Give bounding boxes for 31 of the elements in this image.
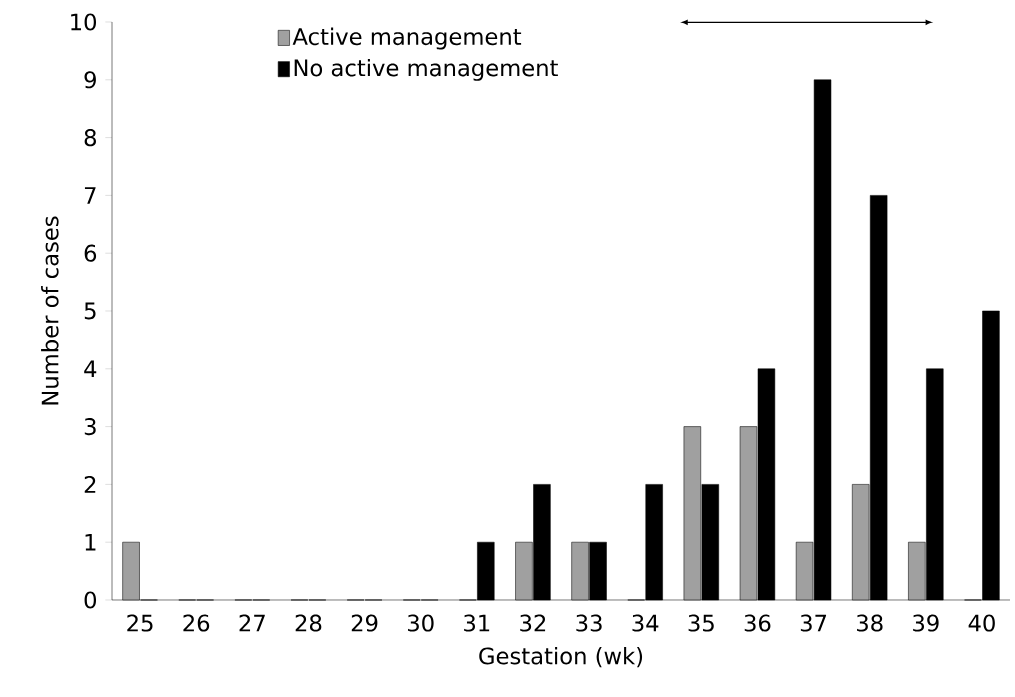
x-tick-label: 37 (800, 614, 827, 632)
x-tick-label: 28 (295, 614, 322, 632)
x-tick-label: 34 (632, 614, 659, 632)
x-tick-label: 25 (127, 614, 153, 632)
x-tick-label: 30 (408, 614, 434, 632)
x-tick-label: 31 (464, 614, 490, 632)
legend-label: No active management (294, 58, 558, 81)
y-axis-title: Number of cases (41, 216, 59, 405)
y-tick-label: 9 (84, 71, 96, 89)
y-tick-label: 4 (84, 360, 97, 378)
x-tick-label: 29 (351, 614, 378, 632)
x-tick-label: 32 (520, 614, 546, 632)
x-tick-label: 27 (239, 614, 265, 632)
x-tick-label: 38 (857, 614, 883, 632)
x-tick-label: 39 (913, 614, 939, 632)
y-tick-label: 8 (84, 129, 96, 147)
x-tick-label: 40 (968, 614, 995, 632)
y-tick-label: 3 (84, 418, 96, 436)
x-tick-label: 26 (183, 614, 210, 632)
y-tick-label: 0 (84, 591, 97, 609)
legend-label: Active management (292, 27, 522, 50)
y-tick-label: 6 (84, 244, 97, 262)
x-tick-label: 36 (744, 614, 771, 632)
y-tick-label: 7 (84, 187, 96, 204)
x-tick-label: 33 (576, 614, 602, 632)
y-tick-label: 2 (84, 475, 96, 493)
y-tick-label: 5 (84, 302, 96, 320)
x-axis-title: Gestation (wk) (479, 647, 643, 668)
y-tick-label: 1 (85, 533, 96, 551)
y-tick-label: 10 (71, 13, 97, 31)
x-tick-label: 35 (688, 614, 714, 632)
